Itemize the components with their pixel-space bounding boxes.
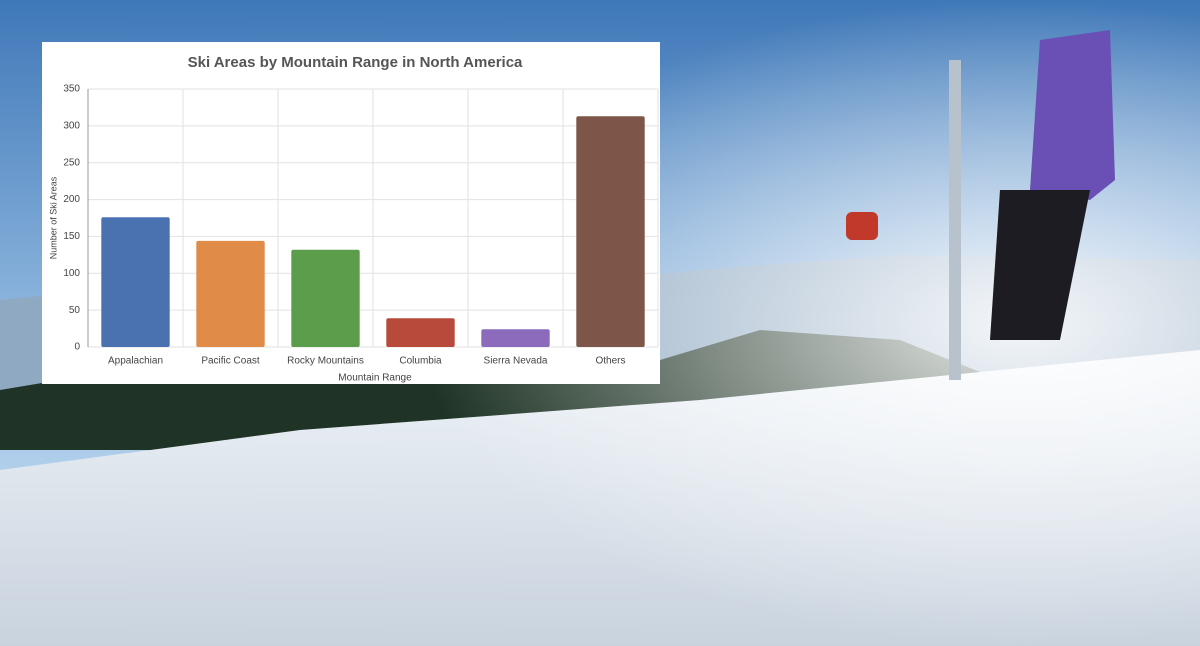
x-tick-label: Columbia: [399, 356, 442, 367]
bar: [101, 217, 170, 347]
x-tick-label: Pacific Coast: [201, 356, 260, 367]
x-tick-label: Rocky Mountains: [287, 356, 364, 367]
bar: [386, 318, 455, 347]
bar: [196, 240, 265, 347]
x-tick-label: Others: [595, 356, 625, 367]
y-tick-label: 50: [69, 305, 81, 316]
y-tick-label: 100: [63, 268, 80, 279]
x-axis-label: Mountain Range: [338, 373, 412, 384]
y-tick-label: 150: [63, 231, 80, 242]
bar: [291, 249, 360, 347]
chart-title: Ski Areas by Mountain Range in North Ame…: [188, 54, 523, 71]
x-tick-label: Sierra Nevada: [484, 356, 548, 367]
bar: [576, 116, 645, 347]
y-tick-label: 250: [63, 157, 80, 168]
y-tick-label: 350: [63, 84, 80, 95]
bar: [481, 329, 550, 347]
y-tick-label: 0: [74, 342, 80, 353]
y-tick-label: 300: [63, 120, 80, 131]
x-tick-label: Appalachian: [108, 356, 163, 367]
y-axis-label: Number of Ski Areas: [48, 176, 58, 259]
y-tick-label: 200: [63, 194, 80, 205]
